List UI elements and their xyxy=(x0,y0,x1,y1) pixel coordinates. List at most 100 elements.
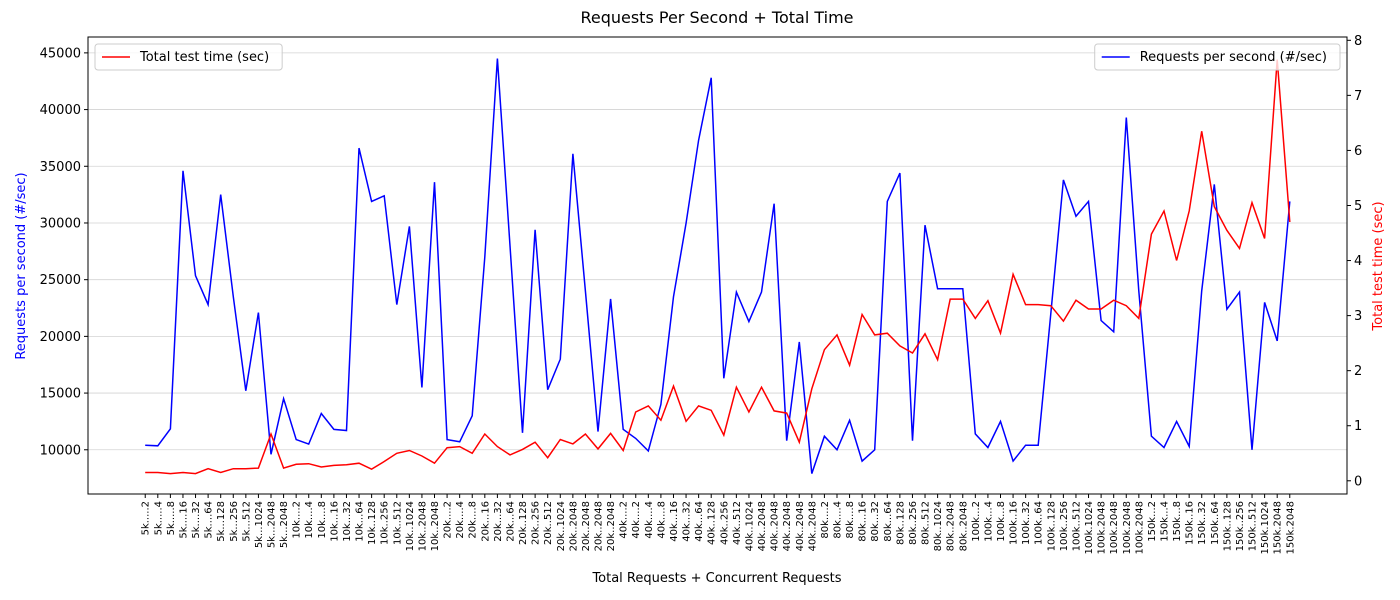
x-tick-label: 100k..32 xyxy=(1021,501,1032,545)
x-tick-label: 150k...2 xyxy=(1147,501,1158,542)
x-tick-label: 40k..1024 xyxy=(744,501,755,551)
x-tick-label: 20k....4 xyxy=(455,501,466,539)
x-tick-label: 10k....2 xyxy=(292,501,303,539)
x-tick-label: 100k..16 xyxy=(1009,501,1020,545)
x-tick-label: 40k..128 xyxy=(707,501,718,545)
legend-label: Total test time (sec) xyxy=(139,50,269,65)
x-tick-label: 100k.2048 xyxy=(1109,501,1120,555)
legend-label: Requests per second (#/sec) xyxy=(1140,50,1327,65)
chart-title: Requests Per Second + Total Time xyxy=(580,8,853,27)
x-tick-label: 100k.1024 xyxy=(1084,501,1095,555)
x-tick-label: 5k.....2 xyxy=(141,501,152,535)
x-tick-label: 40k..2048 xyxy=(795,501,806,551)
x-tick-label: 10k...64 xyxy=(355,501,366,542)
x-tick-label: 20k..2048 xyxy=(594,501,605,551)
x-tick-label: 80k....4 xyxy=(832,501,843,539)
x-tick-label: 80k..128 xyxy=(895,501,906,545)
x-tick-label: 5k....32 xyxy=(191,501,202,539)
y-tick-label: 15000 xyxy=(40,387,81,402)
x-tick-label: 20k..128 xyxy=(518,501,529,545)
x-tick-label: 80k....8 xyxy=(845,501,856,539)
x-tick-label: 100k..512 xyxy=(1071,501,1082,551)
x-tick-label: 20k....8 xyxy=(468,501,479,539)
x-tick-label: 20k....2 xyxy=(443,501,454,539)
x-tick-label: 150k..64 xyxy=(1210,501,1221,545)
legend-box xyxy=(94,43,283,71)
x-tick-label: 80k..2048 xyxy=(958,501,969,551)
x-tick-label: 10k..1024 xyxy=(405,501,416,551)
x-tick-label: 100k.2048 xyxy=(1134,501,1145,555)
x-tick-label: 5k...512 xyxy=(241,501,252,542)
y2-tick-label: 4 xyxy=(1354,254,1362,269)
x-tick-label: 150k.2048 xyxy=(1273,501,1284,555)
y-tick-label: 30000 xyxy=(40,216,81,231)
y-axis-label: Requests per second (#/sec) xyxy=(14,172,29,359)
x-tick-label: 20k...32 xyxy=(493,501,504,542)
x-tick-label: 150k.1024 xyxy=(1260,501,1271,555)
x-tick-label: 5k...1024 xyxy=(254,501,265,548)
series-line xyxy=(145,58,1291,474)
x-tick-label: 80k..512 xyxy=(921,501,932,545)
x-tick-label: 40k....2 xyxy=(631,501,642,539)
x-tick-label: 40k...64 xyxy=(694,501,705,542)
y-tick-label: 35000 xyxy=(40,160,81,175)
legend: Requests per second (#/sec) xyxy=(1094,43,1341,71)
x-tick-label: 10k..512 xyxy=(392,501,403,545)
x-tick-label: 40k..256 xyxy=(719,501,730,545)
x-tick-label: 10k..256 xyxy=(380,501,391,545)
x-tick-label: 150k..256 xyxy=(1235,501,1246,551)
x-tick-label: 40k....4 xyxy=(644,501,655,539)
x-tick-label: 5k...2048 xyxy=(279,501,290,548)
x-tick-label: 150k..16 xyxy=(1185,501,1196,545)
x-tick-label: 80k....2 xyxy=(820,501,831,539)
x-tick-label: 150k.2048 xyxy=(1285,501,1296,555)
y2-tick-label: 6 xyxy=(1354,144,1362,159)
x-tick-label: 100k...4 xyxy=(983,501,994,542)
y2-axis-label: Total test time (sec) xyxy=(1371,201,1386,331)
x-tick-label: 40k..2048 xyxy=(770,501,781,551)
x-tick-label: 20k...16 xyxy=(480,501,491,542)
y-tick-label: 10000 xyxy=(40,443,81,458)
y-tick-label: 25000 xyxy=(40,273,81,288)
x-tick-label: 5k...2048 xyxy=(267,501,278,548)
x-tick-label: 150k...8 xyxy=(1172,501,1183,542)
x-tick-label: 10k....4 xyxy=(304,501,315,539)
x-tick-label: 80k...16 xyxy=(858,501,869,542)
x-tick-label: 100k.2048 xyxy=(1122,501,1133,555)
x-tick-label: 80k..1024 xyxy=(933,501,944,551)
x-tick-label: 40k...16 xyxy=(669,501,680,542)
x-tick-label: 100k..128 xyxy=(1046,501,1057,551)
x-tick-label: 20k..2048 xyxy=(581,501,592,551)
x-tick-label: 150k..128 xyxy=(1222,501,1233,551)
x-tick-label: 5k....64 xyxy=(204,501,215,539)
x-tick-label: 5k....16 xyxy=(178,501,189,539)
x-tick-label: 100k...2 xyxy=(971,501,982,542)
x-tick-label: 10k...16 xyxy=(329,501,340,542)
x-tick-label: 40k....2 xyxy=(619,501,630,539)
x-tick-label: 5k...256 xyxy=(229,501,240,542)
series-line xyxy=(145,59,1291,475)
x-tick-label: 5k...128 xyxy=(216,501,227,542)
y2-tick-label: 2 xyxy=(1354,364,1362,379)
x-axis-label: Total Requests + Concurrent Requests xyxy=(591,571,841,586)
x-tick-label: 20k..2048 xyxy=(568,501,579,551)
y2-tick-label: 3 xyxy=(1354,309,1362,324)
x-tick-label: 80k...32 xyxy=(870,501,881,542)
plot-frame xyxy=(87,36,1348,495)
x-tick-label: 100k..64 xyxy=(1034,501,1045,545)
x-tick-label: 40k..2048 xyxy=(807,501,818,551)
y-tick-label: 45000 xyxy=(40,46,81,61)
x-tick-label: 150k..32 xyxy=(1197,501,1208,545)
x-tick-label: 10k...32 xyxy=(342,501,353,542)
x-tick-label: 100k...8 xyxy=(996,501,1007,542)
y2-tick-label: 0 xyxy=(1354,474,1362,489)
x-tick-label: 40k...32 xyxy=(682,501,693,542)
y-tick-label: 20000 xyxy=(40,330,81,345)
x-tick-label: 20k..512 xyxy=(543,501,554,545)
x-tick-label: 5k.....4 xyxy=(153,501,164,535)
x-tick-label: 40k..2048 xyxy=(757,501,768,551)
y-tick-label: 40000 xyxy=(40,103,81,118)
y2-tick-label: 1 xyxy=(1354,419,1362,434)
x-tick-label: 20k..1024 xyxy=(556,501,567,551)
